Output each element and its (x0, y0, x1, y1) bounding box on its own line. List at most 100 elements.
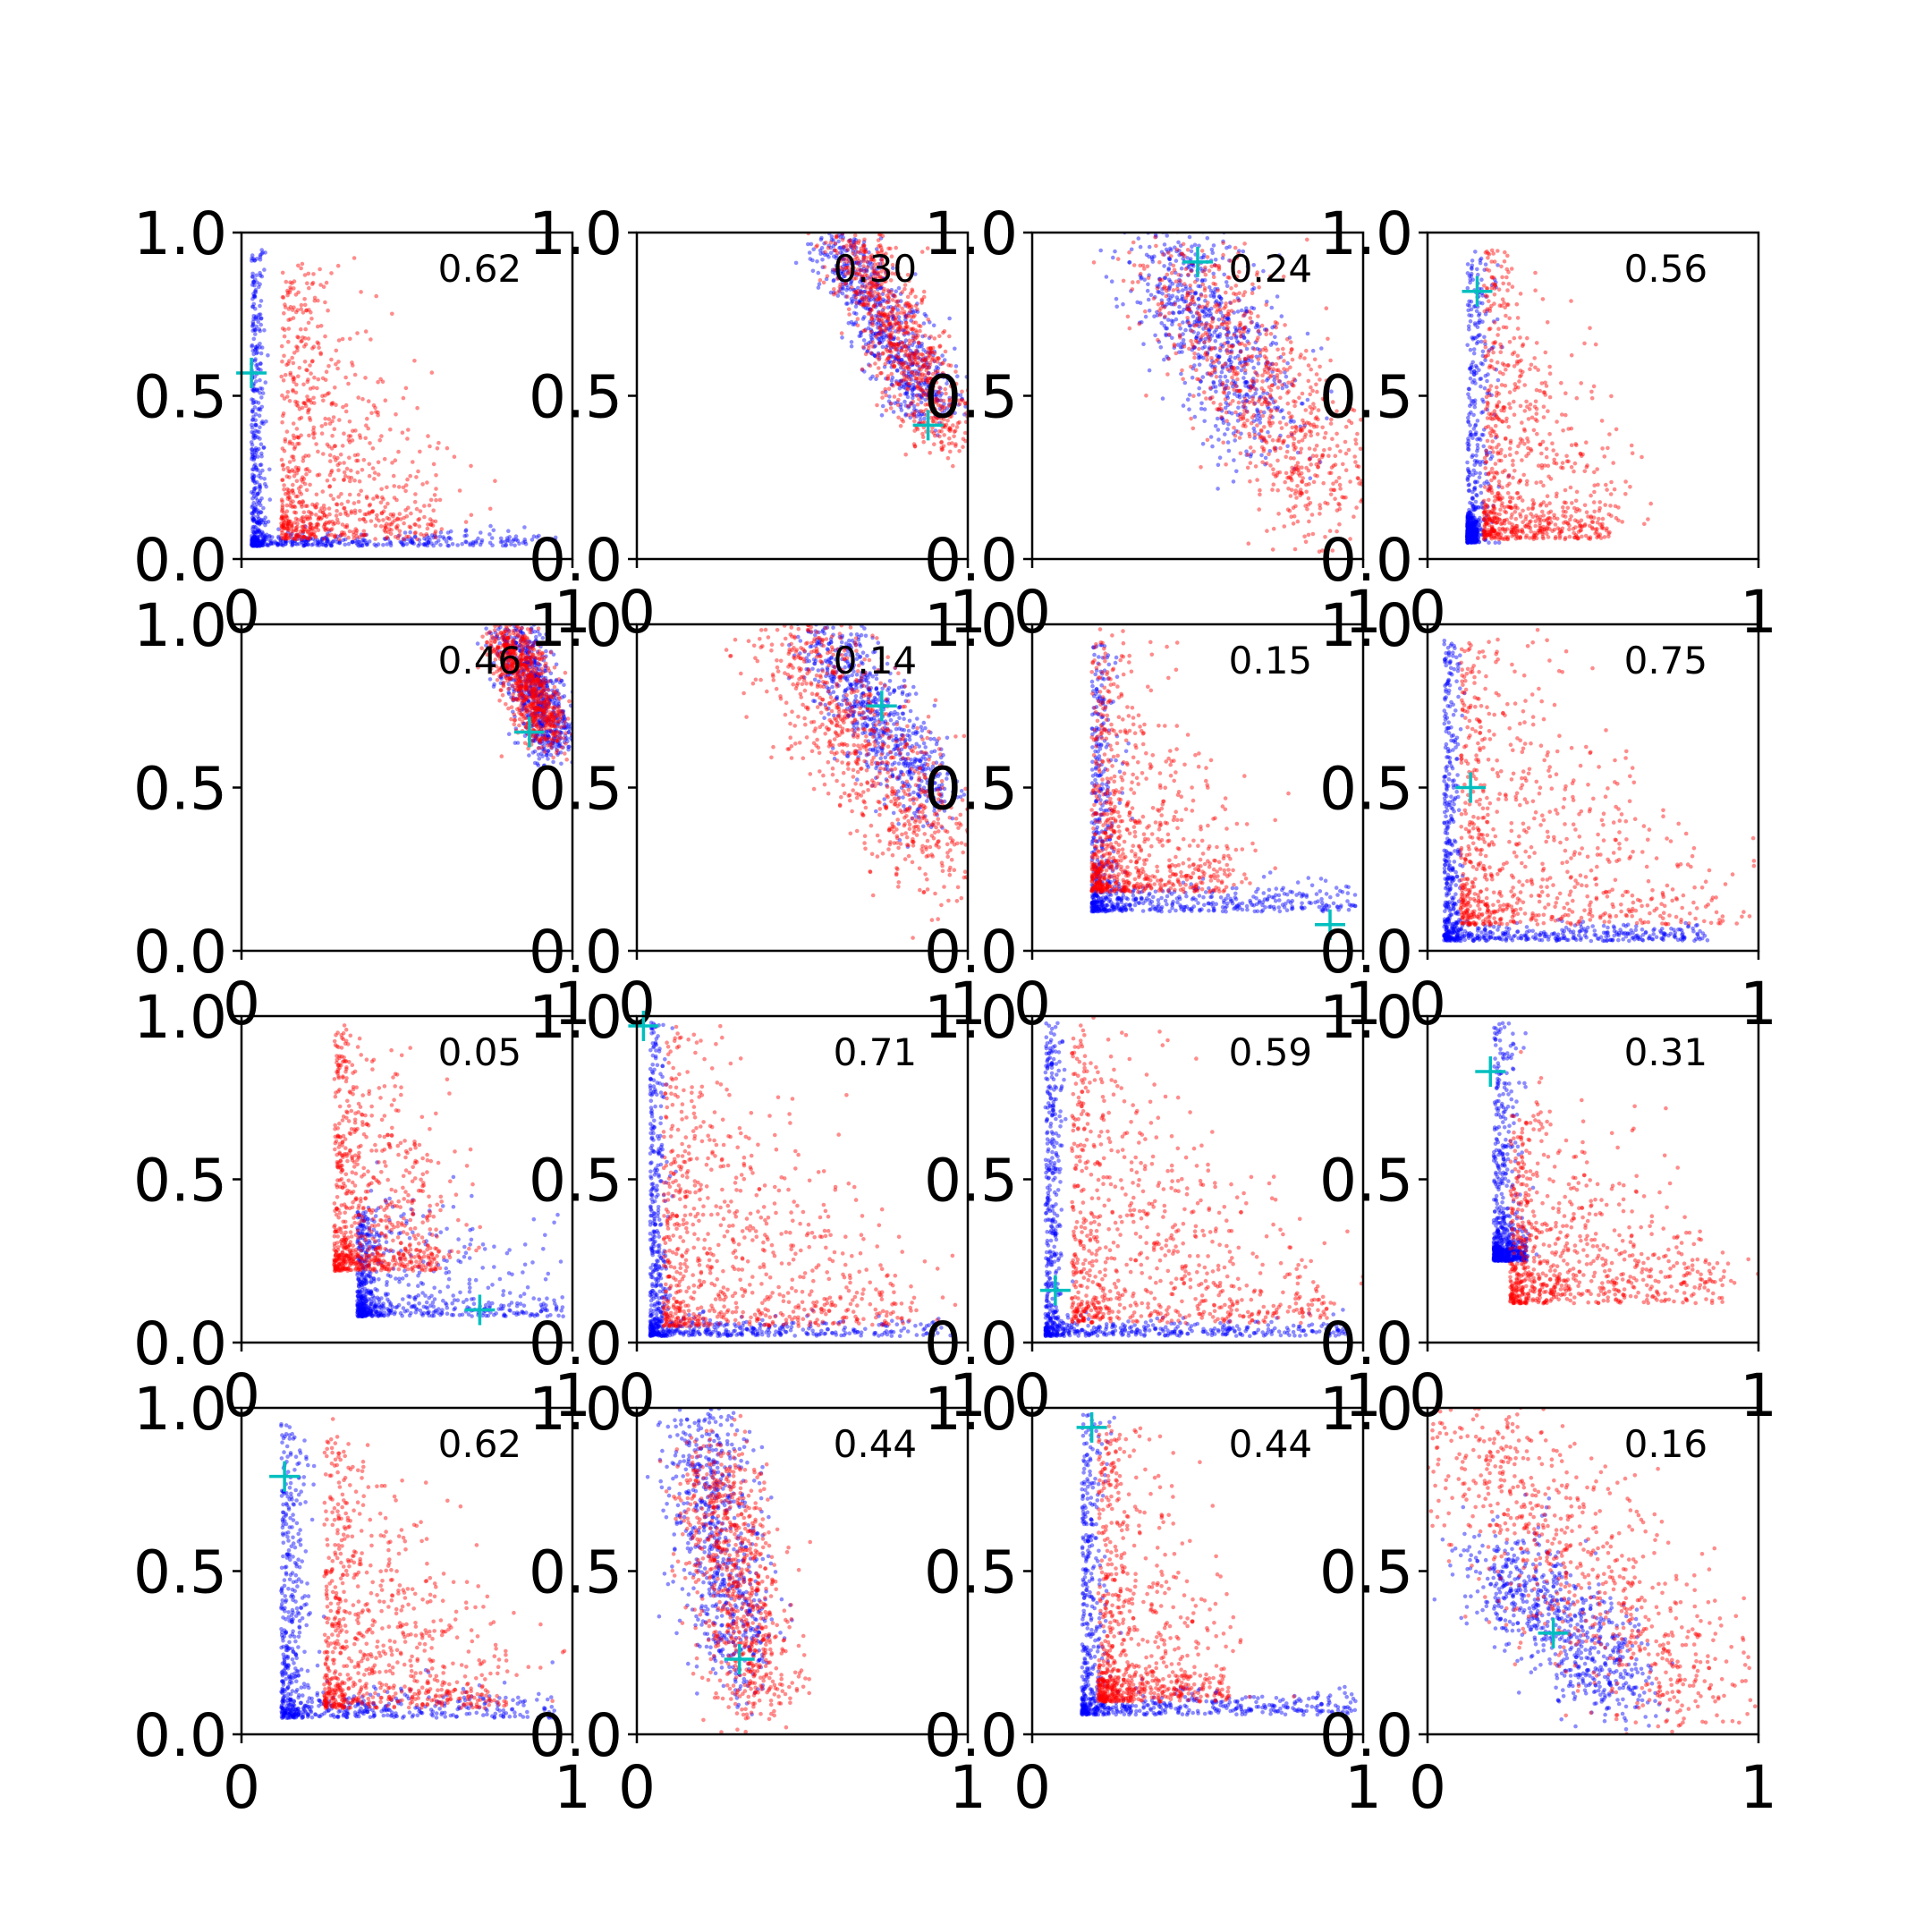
scatter-point (1225, 351, 1230, 356)
scatter-point (252, 538, 257, 544)
scatter-point (1225, 311, 1231, 317)
scatter-point (1474, 493, 1479, 497)
scatter-point (1289, 476, 1293, 481)
scatter-point (278, 541, 284, 547)
scatter-point (937, 394, 943, 398)
scatter-point (1153, 234, 1157, 240)
scatter-point (903, 366, 908, 370)
scatter-point (255, 538, 259, 543)
scatter-point (908, 386, 912, 390)
scatter-point (307, 514, 312, 519)
scatter-point (911, 351, 915, 356)
scatter-point (500, 543, 505, 548)
scatter-point (1258, 428, 1264, 434)
scatter-point (1199, 379, 1203, 384)
scatter-point (1162, 264, 1166, 268)
scatter-point (1177, 252, 1182, 258)
scatter-point (1220, 256, 1225, 260)
scatter-point (1479, 360, 1484, 366)
scatter-point (862, 369, 867, 374)
scatter-point (252, 542, 258, 547)
scatter-point (852, 287, 856, 292)
scatter-point (943, 349, 948, 354)
scatter-point (1315, 424, 1319, 429)
scatter-point (927, 335, 932, 341)
scatter-point (346, 437, 352, 443)
scatter-point (934, 365, 939, 369)
scatter-point (1226, 309, 1231, 314)
scatter-point (860, 278, 864, 283)
scatter-point (1175, 284, 1181, 288)
scatter-point (276, 536, 282, 540)
scatter-point (902, 341, 907, 346)
scatter-point (305, 368, 309, 373)
scatter-point (952, 386, 956, 390)
scatter-point (1164, 332, 1168, 337)
scatter-point (285, 487, 290, 492)
scatter-point (257, 534, 261, 539)
scatter-point (949, 414, 953, 419)
scatter-point (869, 280, 874, 284)
scatter-point (399, 540, 404, 545)
scatter-point (1467, 524, 1472, 529)
scatter-point (919, 358, 925, 363)
scatter-point (285, 290, 291, 295)
scatter-point (284, 474, 290, 479)
scatter-point (367, 539, 372, 544)
scatter-point (920, 357, 926, 361)
scatter-point (1466, 532, 1470, 538)
scatter-point (860, 274, 865, 279)
scatter-point (1470, 537, 1475, 541)
scatter-point (909, 357, 914, 362)
scatter-point (1468, 318, 1473, 324)
panel-value-label: 0.30 (834, 247, 918, 291)
scatter-point (902, 325, 908, 330)
scatter-point (253, 317, 258, 322)
scatter-point (901, 344, 906, 350)
scatter-point (872, 262, 877, 267)
scatter-point (928, 353, 932, 359)
scatter-point (1471, 534, 1477, 538)
scatter-point (849, 280, 853, 284)
scatter-point (312, 401, 317, 405)
scatter-point (1472, 372, 1477, 377)
scatter-point (338, 452, 343, 457)
scatter-point (950, 395, 955, 400)
scatter-point (893, 347, 898, 352)
scatter-point (1477, 475, 1482, 479)
scatter-point (316, 517, 321, 521)
scatter-point (1474, 460, 1479, 465)
scatter-point (877, 297, 882, 301)
scatter-point (1467, 538, 1472, 542)
scatter-point (1121, 278, 1126, 284)
scatter-point (1466, 530, 1470, 536)
scatter-point (914, 408, 919, 413)
scatter-point (924, 388, 928, 394)
scatter-point (888, 246, 893, 251)
scatter-point (963, 438, 968, 444)
scatter-point (883, 386, 887, 392)
scatter-point (291, 454, 296, 459)
scatter-point (260, 540, 266, 546)
scatter-point (284, 538, 289, 544)
scatter-point (852, 293, 856, 299)
scatter-point (904, 301, 909, 306)
scatter-point (858, 289, 863, 294)
scatter-point (252, 538, 257, 543)
scatter-point (919, 384, 923, 388)
scatter-point (947, 395, 952, 401)
scatter-point (1470, 527, 1474, 531)
scatter-point (825, 274, 830, 279)
scatter-point (1199, 465, 1203, 470)
scatter-point (336, 338, 342, 343)
scatter-point (325, 541, 330, 547)
scatter-point (906, 301, 911, 306)
scatter-point (325, 531, 330, 537)
scatter-point (921, 411, 927, 417)
scatter-point (849, 297, 854, 301)
scatter-point (464, 533, 469, 538)
scatter-point (1197, 324, 1201, 329)
scatter-point (898, 325, 903, 329)
scatter-point (896, 415, 901, 420)
scatter-point (1306, 532, 1311, 538)
